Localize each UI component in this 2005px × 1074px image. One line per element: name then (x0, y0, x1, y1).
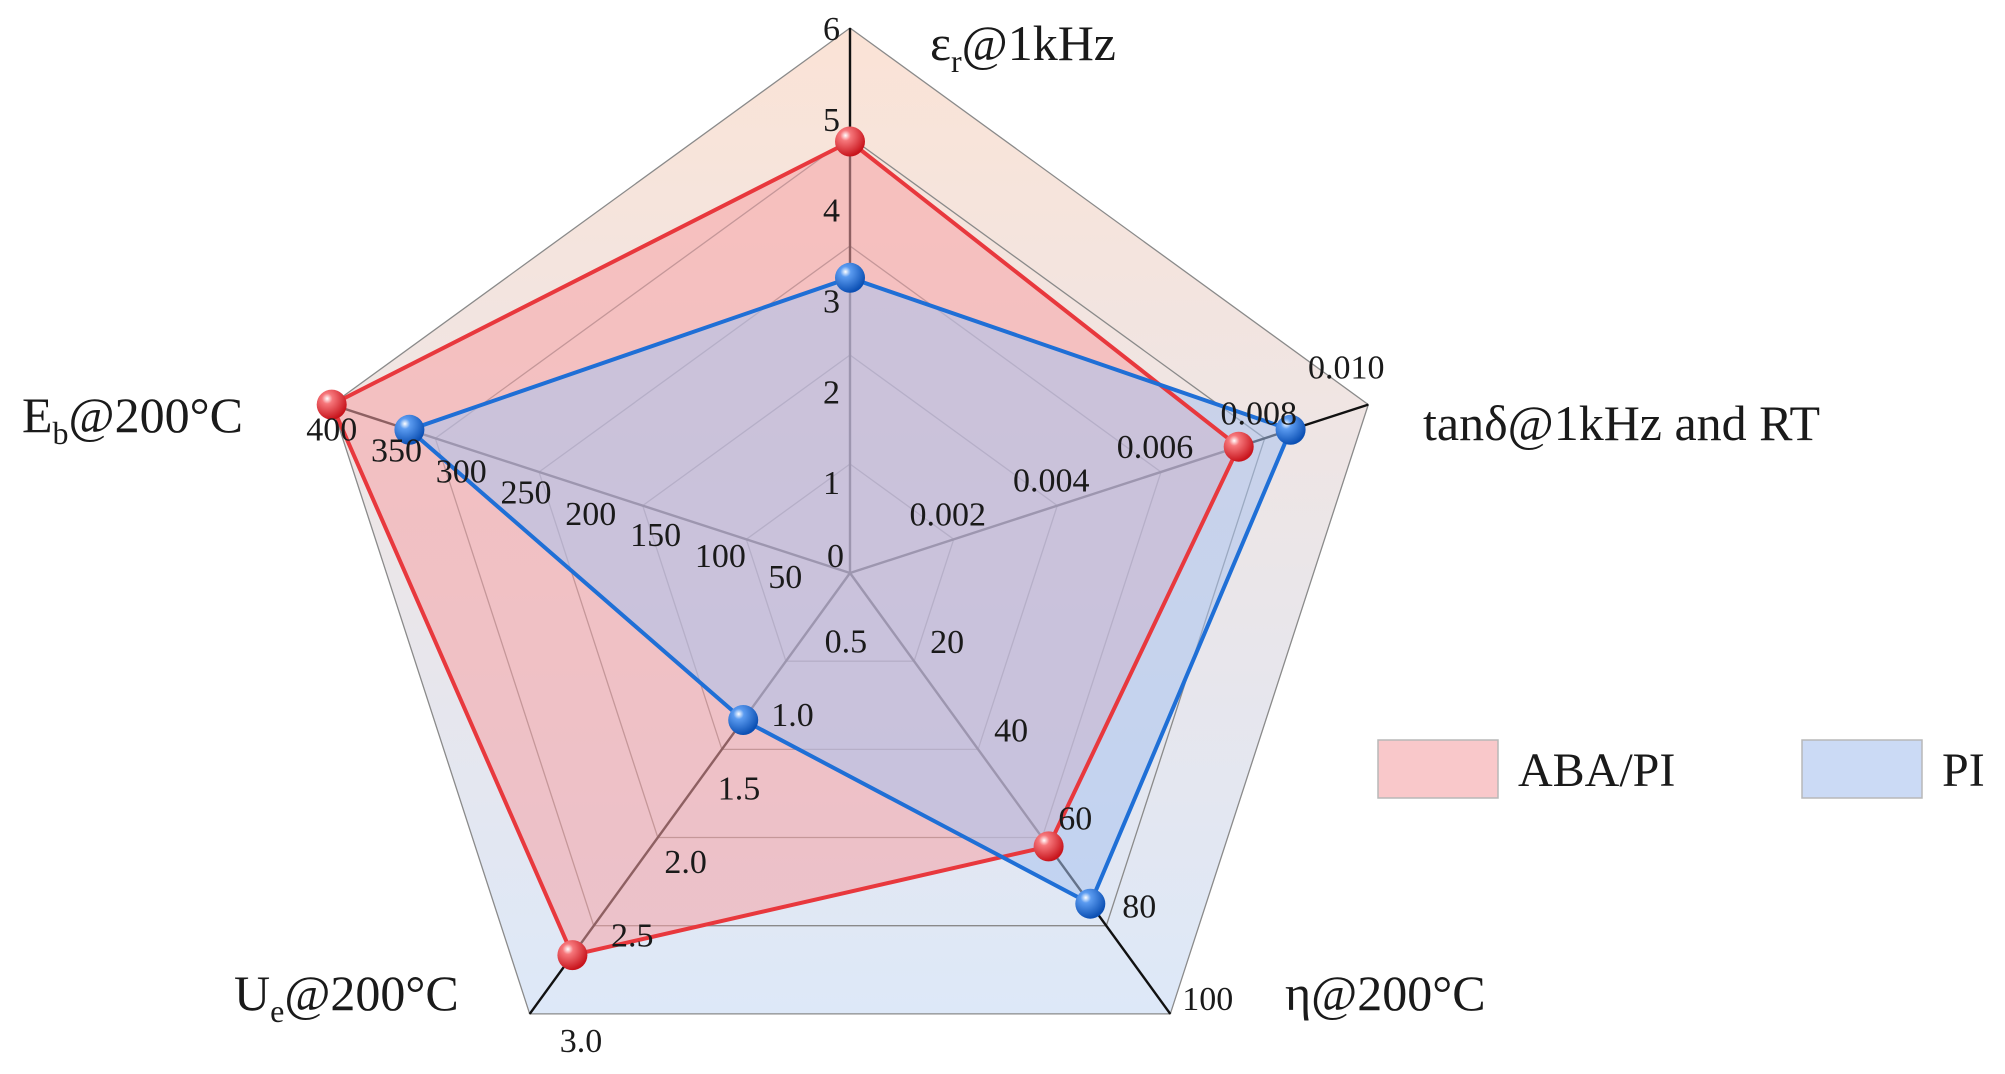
legend: ABA/PI PI (1377, 739, 1985, 799)
tick-label-tan: 0.010 (1308, 350, 1385, 387)
tick-label-er: 5 (823, 102, 840, 139)
data-point-pi-tan (1275, 414, 1306, 445)
tick-label-er: 2 (823, 374, 840, 411)
data-point-aba-pi-er (835, 126, 865, 157)
series-area-pi (409, 277, 1291, 904)
data-point-aba-pi-tan (1223, 431, 1254, 462)
tick-label-eta: 80 (1122, 889, 1156, 926)
tick-label-er: 4 (823, 193, 840, 230)
axis-title-er: εr@1kHz (930, 15, 1116, 79)
tick-label-er: 3 (823, 284, 840, 321)
axis-titles: εr@1kHz tanδ@1kHz and RT η@200°C Ue@200°C Eb… (22, 15, 1820, 1029)
tick-label-tan: 0.008 (1220, 395, 1297, 432)
tick-label-eb: 300 (436, 454, 487, 491)
tick-label-ue: 0.5 (825, 624, 868, 661)
tick-label-eb: 350 (371, 433, 422, 470)
tick-label-eb: 200 (565, 496, 616, 533)
legend-label-pi: PI (1942, 744, 1985, 797)
tick-label-ue: 1.5 (718, 771, 761, 808)
grid-ring (330, 27, 1370, 1015)
tick-label-eb: 150 (630, 517, 681, 554)
tick-label-eb: 50 (768, 559, 802, 596)
tick-label-er: 6 (823, 11, 840, 48)
tick-label-ue: 2.0 (664, 844, 707, 881)
chart-series (316, 126, 1306, 971)
tick-label-tan: 0.006 (1117, 429, 1194, 466)
series-line-aba-pi (329, 139, 1241, 958)
data-point-aba-pi-ue (557, 940, 588, 971)
tick-label-tan: 0.002 (909, 496, 986, 533)
tick-labels: 0 1 2 3 4 5 6 0.002 0.004 0.006 0.008 0.010 20 40 60 80… (306, 11, 1384, 1060)
data-point-pi-ue (728, 705, 759, 735)
data-point-pi-eta (1075, 888, 1106, 919)
legend-label-aba-pi: ABA/PI (1518, 744, 1675, 797)
tick-label-ue: 3.0 (560, 1023, 603, 1060)
legend-swatch-aba-pi (1377, 739, 1499, 799)
tick-label-ue: 1.0 (771, 697, 814, 734)
legend-swatch-pi (1801, 739, 1923, 799)
tick-label-eta: 100 (1182, 981, 1233, 1018)
tick-label-eta: 60 (1058, 801, 1092, 838)
axis-title-tan: tanδ@1kHz and RT (1423, 395, 1820, 451)
tick-label-eb: 250 (501, 475, 552, 512)
data-point-pi-eb (394, 414, 425, 445)
tick-label-eta: 40 (994, 712, 1028, 749)
tick-label-eb: 400 (306, 412, 357, 449)
tick-label-er: 1 (823, 465, 840, 502)
tick-label-ue: 2.5 (611, 917, 654, 954)
tick-label-tan: 0.004 (1013, 463, 1090, 500)
data-point-aba-pi-eb (316, 389, 347, 420)
series-line-pi (407, 275, 1293, 906)
data-point-aba-pi-eta (1033, 831, 1064, 862)
tick-label-eta: 20 (930, 624, 964, 661)
tick-label-er: 0 (827, 538, 844, 575)
axis-title-eta: η@200°C (1285, 965, 1486, 1021)
axis-title-eb: Eb@200°C (22, 387, 243, 451)
tick-label-eb: 100 (695, 538, 746, 575)
data-point-pi-er (835, 262, 865, 293)
axis-title-ue: Ue@200°C (234, 965, 459, 1029)
